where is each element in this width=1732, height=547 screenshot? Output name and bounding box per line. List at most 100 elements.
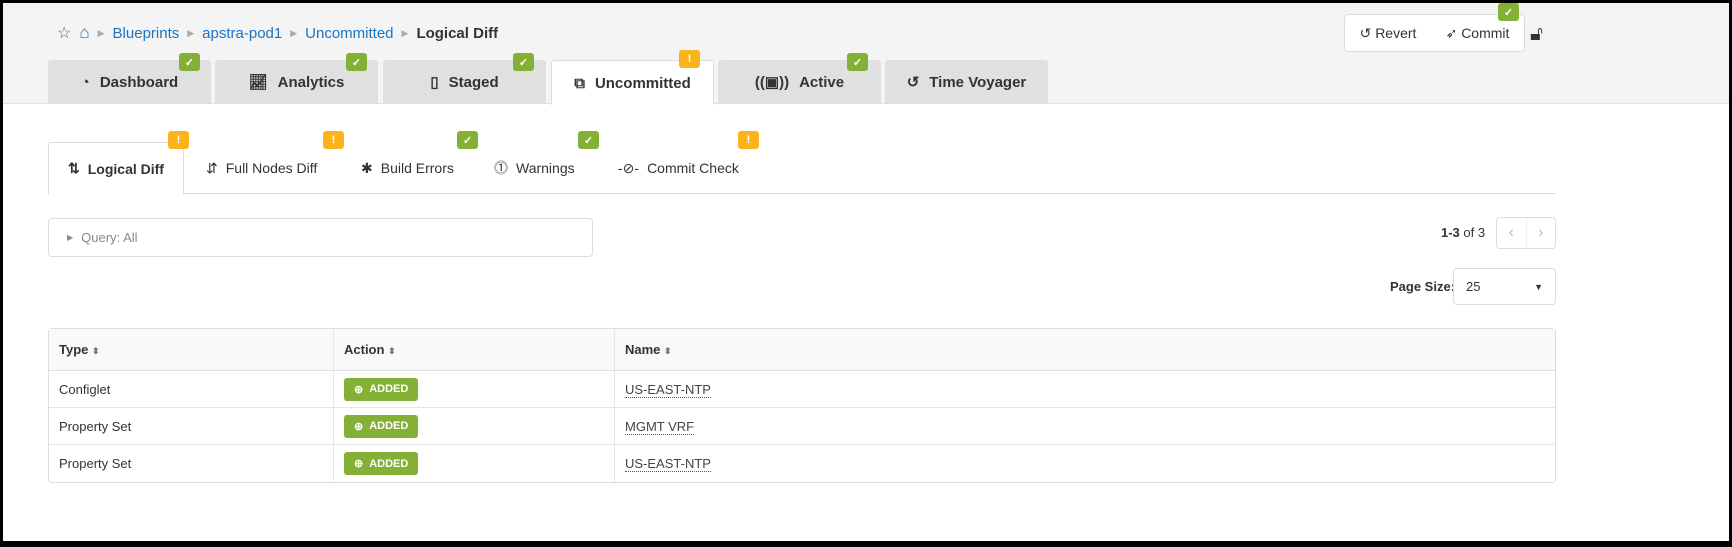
nodes-diff-icon: ⇵: [206, 159, 218, 176]
warning-icon: !: [679, 50, 700, 68]
active-icon: ((▣)): [754, 74, 790, 91]
history-icon: ↺: [906, 74, 920, 91]
revert-icon: ↺: [1359, 24, 1372, 41]
subtab-warnings[interactable]: ⓵ Warnings: [494, 142, 575, 194]
sort-icon: ⬍: [388, 346, 396, 356]
subtab-label: Logical Diff: [87, 160, 164, 177]
action-cell: ⊕ ADDED: [333, 408, 614, 445]
column-label: Type: [59, 342, 89, 357]
revert-button[interactable]: ↺ Revert: [1360, 25, 1417, 42]
staged-icon: ▯: [430, 74, 439, 91]
plus-circle-icon: ⊕: [354, 458, 364, 470]
query-label: Query: All: [81, 230, 138, 245]
subtab-label: Build Errors: [380, 160, 454, 176]
uncommitted-icon: ⧉: [574, 74, 585, 92]
commit-check-icon: -⊘-: [618, 159, 640, 176]
plus-circle-icon: ⊕: [354, 383, 364, 396]
column-label: Name: [625, 342, 661, 357]
subtab-commit-check[interactable]: -⊘- Commit Check: [618, 142, 739, 194]
subtab-label: Commit Check: [647, 160, 739, 176]
page-range: 1-3: [1441, 225, 1460, 240]
action-cell: ⊕ ADDED: [333, 445, 614, 482]
subtab-build-errors[interactable]: ✱ Build Errors: [361, 142, 454, 194]
status-ok-icon: ✓: [457, 131, 478, 149]
analytics-icon: 📈︎: [248, 74, 268, 91]
warning-octagon-icon: ⓵: [494, 160, 508, 176]
page-total: of 3: [1463, 225, 1486, 240]
subtab-label: Warnings: [516, 160, 575, 176]
chevron-right-icon: ▶: [401, 27, 409, 38]
chevron-right-icon: ▶: [290, 27, 298, 38]
query-toggle[interactable]: ▶ Query: All: [48, 218, 593, 257]
action-cell: ⊕ ADDED: [333, 371, 614, 408]
prev-page-button[interactable]: ‹: [1497, 218, 1527, 248]
warning-icon: !: [168, 131, 189, 149]
tab-analytics[interactable]: 📈︎ Analytics: [215, 60, 378, 104]
subtab-logical-diff[interactable]: ⇅ Logical Diff: [48, 142, 184, 195]
tab-label: Dashboard: [99, 73, 179, 91]
diff-icon: ⇅: [68, 160, 80, 176]
home-icon[interactable]: ⌂: [79, 23, 90, 42]
chevron-down-icon: ▼: [1534, 281, 1543, 292]
column-name[interactable]: Name ⬍: [614, 329, 1555, 371]
breadcrumb-uncommitted[interactable]: Uncommitted: [305, 24, 394, 42]
breadcrumb-blueprint[interactable]: apstra-pod1: [202, 24, 283, 42]
action-label: ADDED: [369, 420, 409, 432]
added-badge: ⊕ ADDED: [344, 414, 419, 438]
subtab-label: Full Nodes Diff: [225, 160, 318, 176]
pagination-summary: 1-3 of 3: [1441, 225, 1485, 240]
column-action[interactable]: Action ⬍: [333, 329, 614, 371]
tab-label: Time Voyager: [929, 73, 1027, 91]
name-cell: US-EAST-NTP: [614, 445, 1555, 482]
sort-icon: ⬍: [92, 346, 100, 356]
name-link[interactable]: US-EAST-NTP: [625, 381, 711, 398]
dashboard-icon: ◔: [80, 73, 90, 91]
type-cell: Property Set: [49, 408, 333, 445]
sort-icon: ⬍: [664, 346, 672, 356]
action-label: ADDED: [369, 383, 409, 395]
table-row: Property Set ⊕ ADDED US-EAST-NTP: [49, 445, 1555, 482]
header: ☆ ⌂ ▶ Blueprints ▶ apstra-pod1 ▶ Uncommi…: [3, 3, 1729, 105]
puzzle-icon: ✱: [361, 159, 373, 176]
page-size-select[interactable]: 25 ▼: [1453, 268, 1556, 305]
subtabs-divider: [48, 193, 1556, 194]
subtab-full-nodes-diff[interactable]: ⇵ Full Nodes Diff: [206, 142, 317, 194]
name-link[interactable]: US-EAST-NTP: [625, 456, 711, 472]
unlock-icon[interactable]: 🔓︎: [1530, 23, 1543, 45]
chevron-right-icon: ▶: [187, 27, 195, 38]
rocket-icon: ➶: [1445, 24, 1458, 41]
status-ok-icon: ✓: [179, 53, 200, 71]
commit-label: Commit: [1461, 24, 1510, 41]
page-size-value: 25: [1466, 279, 1481, 294]
pager: ‹ ›: [1496, 217, 1556, 249]
name-cell: US-EAST-NTP: [614, 371, 1555, 408]
tab-label: Analytics: [277, 73, 345, 91]
added-badge: ⊕ ADDED: [344, 452, 419, 475]
commit-button[interactable]: ➶ Commit: [1446, 25, 1510, 42]
name-cell: MGMT VRF: [614, 408, 1555, 445]
chevron-right-icon: ▶: [97, 27, 105, 38]
status-ok-icon: ✓: [513, 53, 534, 71]
caret-right-icon: ▶: [67, 233, 74, 242]
column-type[interactable]: Type ⬍: [49, 329, 333, 371]
status-ok-icon: ✓: [346, 53, 367, 71]
name-link[interactable]: MGMT VRF: [625, 418, 695, 435]
next-page-button[interactable]: ›: [1538, 224, 1544, 241]
status-ok-icon: ✓: [847, 53, 868, 71]
breadcrumb-current: Logical Diff: [416, 24, 499, 42]
breadcrumb-blueprints[interactable]: Blueprints: [112, 24, 180, 42]
table-row: Property Set ⊕ ADDED MGMT VRF: [49, 408, 1555, 445]
warning-icon: !: [738, 131, 759, 149]
revert-label: Revert: [1375, 24, 1417, 41]
tab-time-voyager[interactable]: ↺ Time Voyager: [885, 60, 1048, 104]
warning-icon: !: [323, 131, 344, 149]
tab-label: Active: [799, 73, 845, 91]
added-badge: ⊕ ADDED: [344, 377, 419, 401]
column-label: Action: [344, 342, 385, 357]
action-label: ADDED: [369, 457, 409, 470]
tab-uncommitted[interactable]: ⧉ Uncommitted: [551, 60, 714, 105]
page: ☆ ⌂ ▶ Blueprints ▶ apstra-pod1 ▶ Uncommi…: [3, 3, 1729, 541]
star-icon[interactable]: ☆: [57, 25, 72, 42]
tab-label: Staged: [448, 73, 499, 91]
breadcrumb: ☆ ⌂ ▶ Blueprints ▶ apstra-pod1 ▶ Uncommi…: [57, 23, 498, 43]
